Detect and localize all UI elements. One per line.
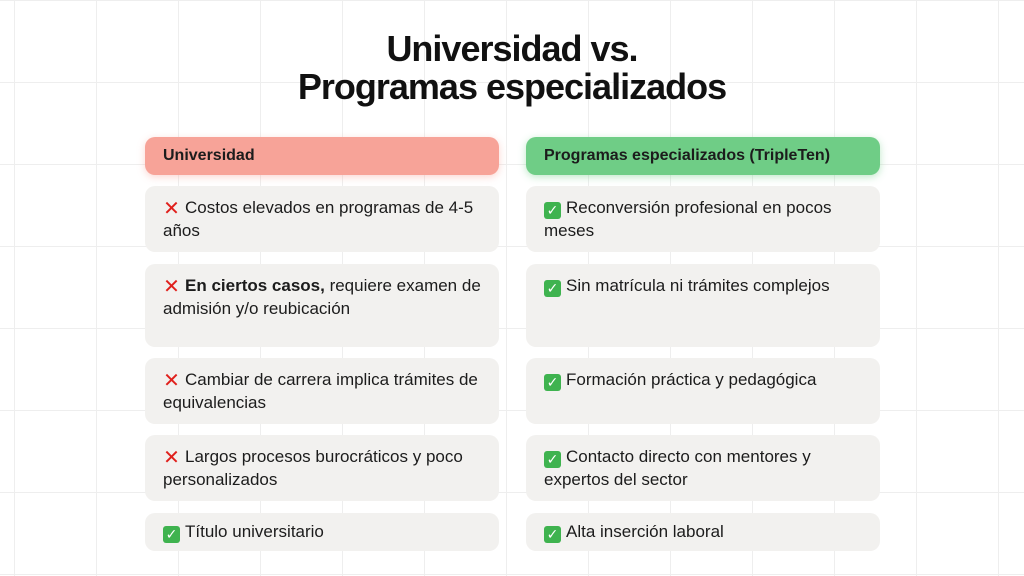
check-mark-icon: ✓ bbox=[544, 202, 561, 219]
university-header: Universidad bbox=[145, 137, 499, 175]
title-line-1: Universidad vs. bbox=[386, 28, 638, 69]
programs-item-5: ✓ Alta inserción laboral bbox=[526, 513, 880, 551]
university-item-4: ✕ Largos procesos burocráticos y poco per… bbox=[145, 435, 499, 501]
cross-mark-icon: ✕ bbox=[163, 276, 180, 298]
check-mark-icon: ✓ bbox=[163, 526, 180, 543]
item-text: Alta inserción laboral bbox=[566, 522, 724, 541]
cross-mark-icon: ✕ bbox=[163, 370, 180, 392]
programs-column: Programas especializados (TripleTen) ✓ Re… bbox=[526, 137, 880, 551]
programs-item-1: ✓ Reconversión profesional en pocos meses bbox=[526, 186, 880, 252]
programs-item-4: ✓ Contacto directo con mentores y experto… bbox=[526, 435, 880, 501]
item-text: Largos procesos burocráticos y poco pers… bbox=[163, 447, 463, 489]
title-line-2: Programas especializados bbox=[297, 66, 727, 107]
item-text: requiere examen de admisión y/o reubicac… bbox=[163, 276, 481, 318]
check-mark-icon: ✓ bbox=[544, 451, 561, 468]
programs-item-2: ✓ Sin matrícula ni trámites complejos bbox=[526, 264, 880, 347]
university-item-3: ✕ Cambiar de carrera implica trámites de … bbox=[145, 358, 499, 424]
university-column: Universidad ✕ Costos elevados en programa… bbox=[145, 137, 499, 551]
item-text: Título universitario bbox=[185, 522, 324, 541]
item-text: Reconversión profesional en pocos meses bbox=[544, 198, 832, 240]
university-item-1: ✕ Costos elevados en programas de 4-5 año… bbox=[145, 186, 499, 252]
cross-mark-icon: ✕ bbox=[163, 198, 180, 220]
programs-header: Programas especializados (TripleTen) bbox=[526, 137, 880, 175]
item-text: Cambiar de carrera implica trámites de e… bbox=[163, 370, 478, 412]
item-text: Sin matrícula ni trámites complejos bbox=[566, 276, 830, 295]
university-item-5: ✓ Título universitario bbox=[145, 513, 499, 551]
university-item-2: ✕ En ciertos casos, requiere examen de ad… bbox=[145, 264, 499, 347]
item-lead-text: En ciertos casos, bbox=[185, 276, 325, 295]
item-text: Costos elevados en programas de 4-5 años bbox=[163, 198, 474, 240]
programs-item-3: ✓ Formación práctica y pedagógica bbox=[526, 358, 880, 424]
cross-mark-icon: ✕ bbox=[163, 447, 180, 469]
check-mark-icon: ✓ bbox=[544, 280, 561, 297]
check-mark-icon: ✓ bbox=[544, 526, 561, 543]
page-title: Universidad vs. Programas especializados bbox=[0, 30, 1024, 106]
item-text: Formación práctica y pedagógica bbox=[566, 370, 817, 389]
check-mark-icon: ✓ bbox=[544, 374, 561, 391]
item-text: Contacto directo con mentores y expertos… bbox=[544, 447, 811, 489]
